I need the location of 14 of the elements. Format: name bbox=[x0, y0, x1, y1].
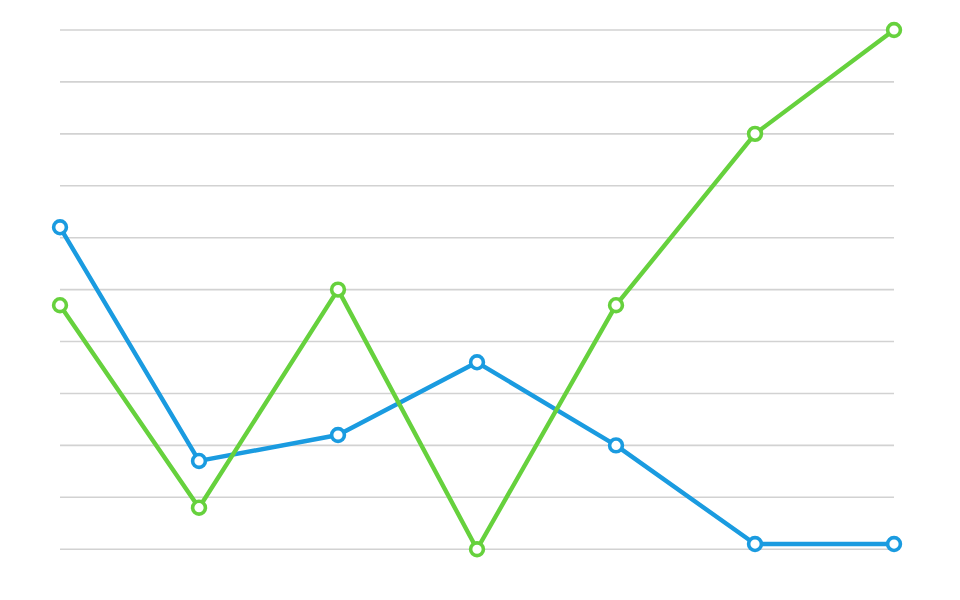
point bbox=[607, 296, 625, 314]
point bbox=[468, 541, 486, 558]
point bbox=[190, 499, 208, 516]
point bbox=[746, 125, 764, 143]
point bbox=[885, 535, 903, 553]
point bbox=[190, 452, 208, 470]
point bbox=[51, 296, 69, 314]
point bbox=[607, 437, 625, 454]
point bbox=[746, 535, 764, 553]
point bbox=[329, 426, 347, 444]
point bbox=[468, 354, 486, 371]
point bbox=[51, 219, 69, 236]
point bbox=[329, 281, 347, 298]
point bbox=[885, 21, 903, 39]
